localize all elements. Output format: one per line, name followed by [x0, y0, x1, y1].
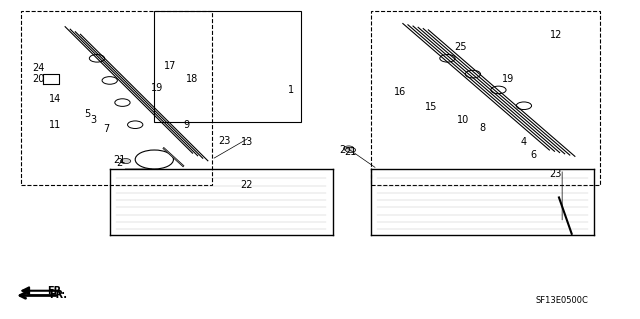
Text: 17: 17 — [164, 61, 177, 71]
Text: 21: 21 — [344, 147, 356, 157]
Text: 14: 14 — [49, 94, 61, 104]
Text: 12: 12 — [550, 30, 562, 40]
Circle shape — [346, 147, 356, 152]
Text: 2: 2 — [116, 158, 122, 168]
Text: 18: 18 — [186, 74, 198, 84]
Text: FR.: FR. — [49, 290, 67, 300]
Text: 23: 23 — [550, 169, 562, 179]
Text: FR.: FR. — [47, 286, 65, 296]
Text: 22: 22 — [241, 180, 253, 190]
Text: 4: 4 — [521, 137, 527, 147]
Text: 19: 19 — [502, 74, 514, 84]
Text: 7: 7 — [104, 124, 109, 135]
Text: 8: 8 — [479, 123, 486, 133]
Text: SF13E0500C: SF13E0500C — [536, 296, 589, 305]
Text: 15: 15 — [426, 102, 438, 112]
Text: 21: 21 — [113, 154, 125, 165]
Circle shape — [344, 146, 354, 151]
Text: 2: 2 — [339, 145, 346, 155]
Text: 16: 16 — [394, 86, 406, 97]
Text: 9: 9 — [183, 120, 189, 130]
Text: 10: 10 — [457, 115, 470, 125]
Text: 11: 11 — [49, 120, 61, 130]
Text: 3: 3 — [91, 115, 97, 125]
Text: 1: 1 — [288, 85, 294, 95]
Text: 24: 24 — [32, 63, 45, 73]
Text: 20: 20 — [32, 74, 45, 84]
Text: 23: 23 — [218, 136, 230, 145]
Circle shape — [120, 159, 131, 164]
Text: 25: 25 — [454, 42, 467, 52]
Text: 5: 5 — [84, 109, 90, 119]
Text: 19: 19 — [152, 83, 164, 93]
Text: 13: 13 — [241, 137, 253, 147]
Text: 6: 6 — [531, 150, 536, 160]
